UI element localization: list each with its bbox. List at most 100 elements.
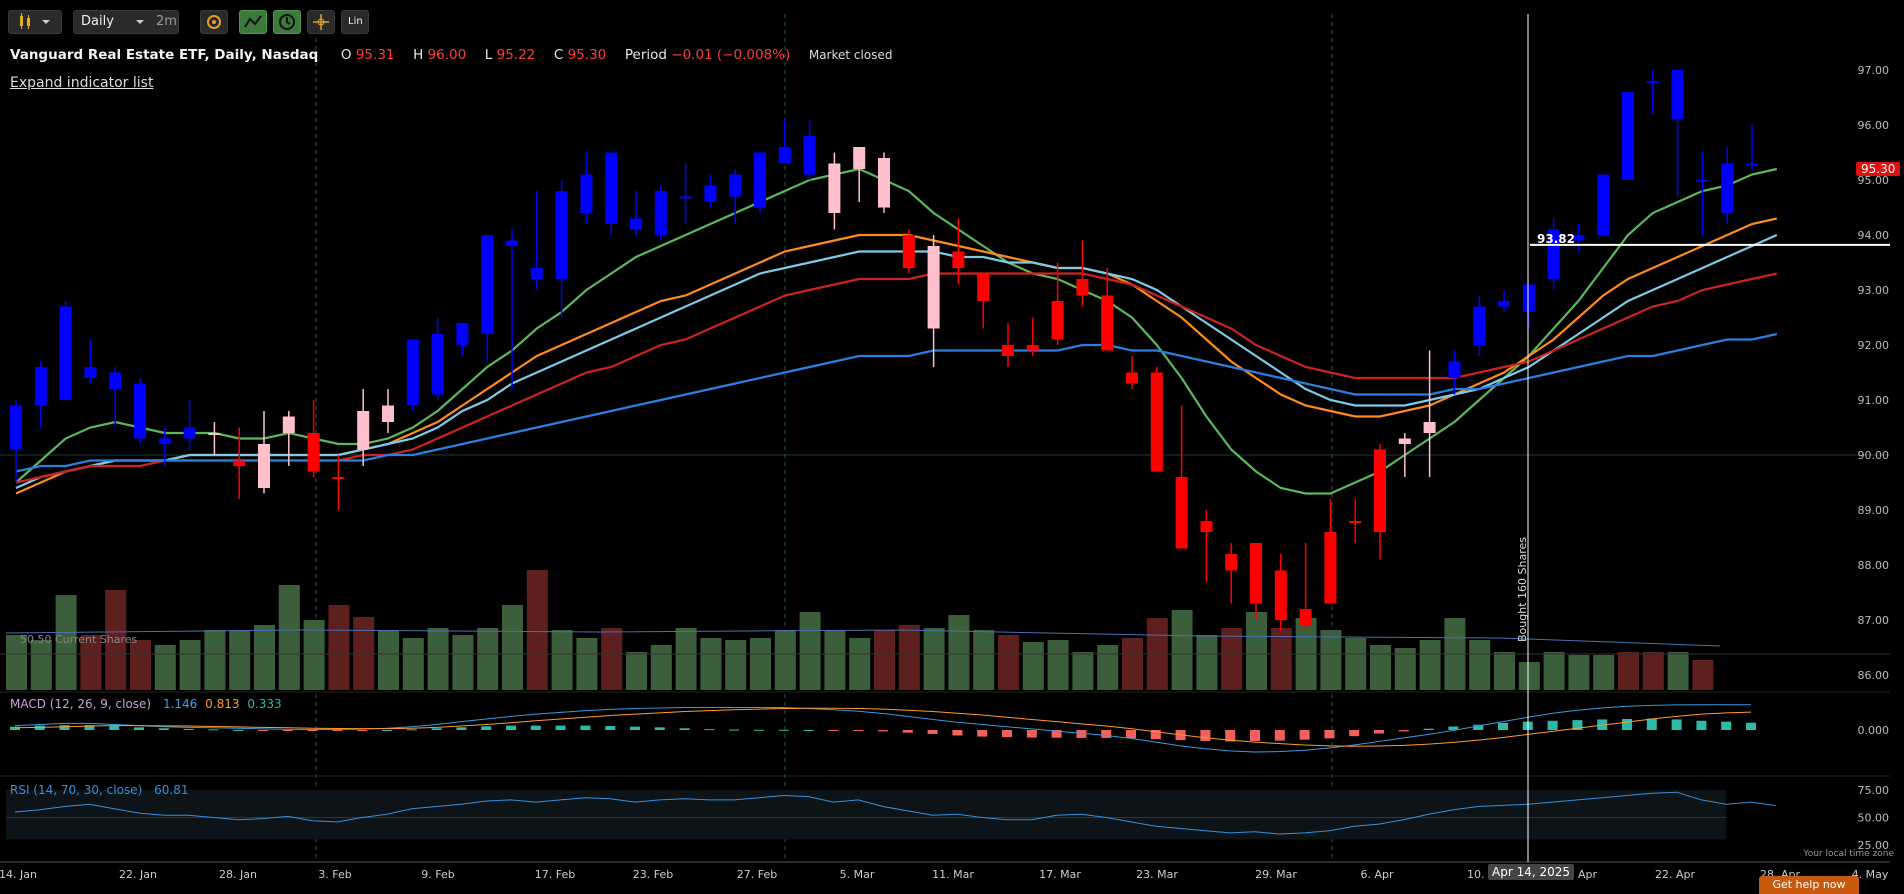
volume-bar [725,640,747,690]
scale-button[interactable]: Lin [341,10,369,34]
x-tick-label: 27. Feb [737,868,777,881]
volume-bar [1246,612,1267,690]
interval-dropdown[interactable]: Daily 2m [73,10,179,34]
candle-type-icon [20,13,50,29]
volume-bar [973,630,995,690]
trade-note: Bought 160 Shares [1516,537,1529,642]
rsi-tick-label: 25.00 [1858,839,1890,852]
candle-body [1225,554,1238,571]
settings-button[interactable] [200,10,228,34]
macd-histogram-bar [382,730,392,731]
macd-histogram-bar [1076,730,1087,738]
macd-histogram-bar [555,725,566,730]
candle-body [1423,422,1436,433]
crosshair-button[interactable] [307,10,335,34]
period-value: −0.01 (−0.008%) [671,47,791,63]
candle-body [1299,609,1312,626]
candle-body [654,191,667,235]
macd-histogram-bar [1101,730,1112,738]
macd-histogram-bar [1274,730,1285,741]
crosshair-icon [313,14,329,30]
macd-histogram-bar [679,728,690,730]
macd-histogram-bar [1721,721,1732,730]
candle-body [481,235,494,334]
x-tick-label: 17. Feb [535,868,575,881]
x-tick-label: 5. Mar [840,868,875,881]
volume-bar [502,605,523,690]
time-button[interactable] [273,10,301,34]
candle-body [84,367,97,378]
macd-histogram-bar [878,730,888,732]
indicators-button[interactable] [239,10,267,34]
close-label: C [553,47,564,63]
candle-body [1622,92,1634,180]
volume-bar [1618,652,1639,690]
volume-bar [1370,645,1391,690]
macd-histogram-bar [84,725,95,730]
rsi-band [6,790,1726,840]
expand-indicator-link[interactable]: Expand indicator list [10,75,154,91]
candle-body [778,147,791,164]
y-tick-label: 95.00 [1858,174,1890,187]
macd-histogram-bar [10,726,20,730]
macd-histogram-bar [853,730,864,731]
candle-body [977,273,990,301]
macd-legend: MACD (12, 26, 9, close) 1.146 0.813 0.33… [10,697,282,711]
volume-bar [898,625,920,690]
macd-histogram-bar [1572,720,1583,730]
y-tick-label: 87.00 [1858,614,1890,627]
macd-histogram-bar [1002,730,1012,738]
volume-bar [303,620,325,690]
macd-histogram-bar [282,730,293,731]
candle-body [59,306,72,400]
volume-bar [1543,652,1565,690]
volume-bar [477,628,499,690]
macd-histogram-bar [1671,719,1682,730]
ma-line-blue [15,332,1778,473]
candle-body [1274,570,1287,620]
volume-bar [526,570,548,690]
x-tick-label: 28. Jan [219,868,257,881]
candle-body [1721,163,1734,213]
candle-body [282,416,295,433]
macd-histogram-bar [506,725,516,730]
macd-histogram-bar [654,727,665,730]
macd-histogram-bar [406,729,417,731]
volume-label: 50.50 Current Shares [20,633,138,646]
sub-interval: 2m [156,14,177,29]
line-price-label: 93.82 [1537,232,1575,246]
rsi-label: RSI (14, 70, 30, close) [10,783,143,797]
help-button[interactable]: Get help now [1759,876,1859,894]
candle-body [1646,81,1659,83]
candle-body [332,477,345,479]
macd-histogram-bar [431,728,442,730]
ma-line-green [15,167,1778,495]
candle-body [1250,543,1262,604]
volume-bar [30,640,52,690]
macd-histogram-bar [1473,724,1484,730]
candle-body [754,152,766,208]
x-tick-label: 9. Feb [421,868,454,881]
candle-body [555,191,568,279]
volume-bar [998,635,1019,690]
volume-bar [1221,628,1243,690]
candle-body [1671,70,1684,120]
volume-bar [576,638,598,690]
macd-histogram-bar [927,730,938,734]
macd-histogram-bar [258,730,268,731]
macd-histogram-bar [580,725,591,730]
instrument-title: Vanguard Real Estate ETF, Daily, Nasdaq [10,47,319,63]
open-value: 95.31 [355,47,395,63]
macd-signal-line [14,707,1752,747]
candle-body [208,433,221,435]
volume-bar [923,628,945,690]
macd-histogram-bar [109,726,120,730]
volume-average-line [5,629,1721,647]
chart-type-button[interactable] [8,10,62,34]
y-tick-label: 88.00 [1858,559,1890,572]
candle-body [1101,295,1114,351]
macd-histogram-bar [704,729,715,731]
volume-bar [278,585,300,690]
axes: 97.00 96.00 95.00 94.00 93.00 92.00 91.00 90.00… [0,64,1889,881]
